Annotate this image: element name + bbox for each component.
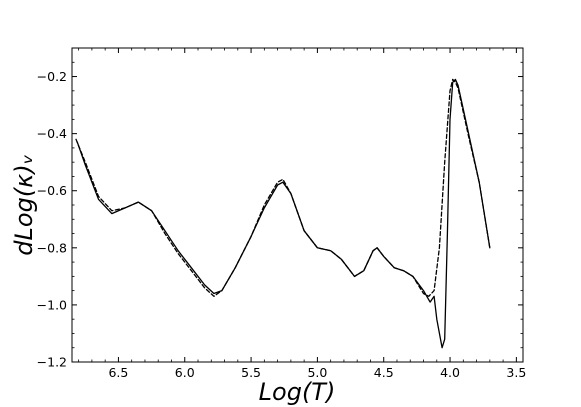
y-tick-label: −0.6 <box>37 183 67 198</box>
y-axis: −0.2 −0.4 −0.6 −0.8 −1.0 −1.2 <box>37 47 523 370</box>
y-tick-label: −1.2 <box>37 355 67 370</box>
x-tick-label: 6.5 <box>108 365 128 380</box>
x-axis: 6.5 6.0 5.5 5.0 4.5 4.0 3.5 <box>78 48 526 380</box>
series-line-solid <box>76 78 491 349</box>
x-tick-label: 5.0 <box>307 365 327 380</box>
x-tick-label: 6.0 <box>175 365 195 380</box>
y-tick-label: −0.2 <box>37 69 67 84</box>
y-tick-label: −0.4 <box>37 126 67 141</box>
y-tick-label: −1.0 <box>37 297 67 312</box>
x-tick-label: 5.5 <box>241 365 261 380</box>
series-group <box>75 78 491 349</box>
x-axis-label: Log(T) <box>259 378 336 406</box>
plot-area <box>71 47 524 363</box>
x-tick-label: 4.5 <box>374 365 394 380</box>
x-tick-label: 3.5 <box>506 365 526 380</box>
plot-frame <box>71 47 524 363</box>
x-tick-label: 4.0 <box>440 365 460 380</box>
series-line-dashed <box>75 78 491 297</box>
y-tick-label: −0.8 <box>37 240 67 255</box>
y-axis-label: dLog(κ)ᵥ <box>10 154 38 255</box>
